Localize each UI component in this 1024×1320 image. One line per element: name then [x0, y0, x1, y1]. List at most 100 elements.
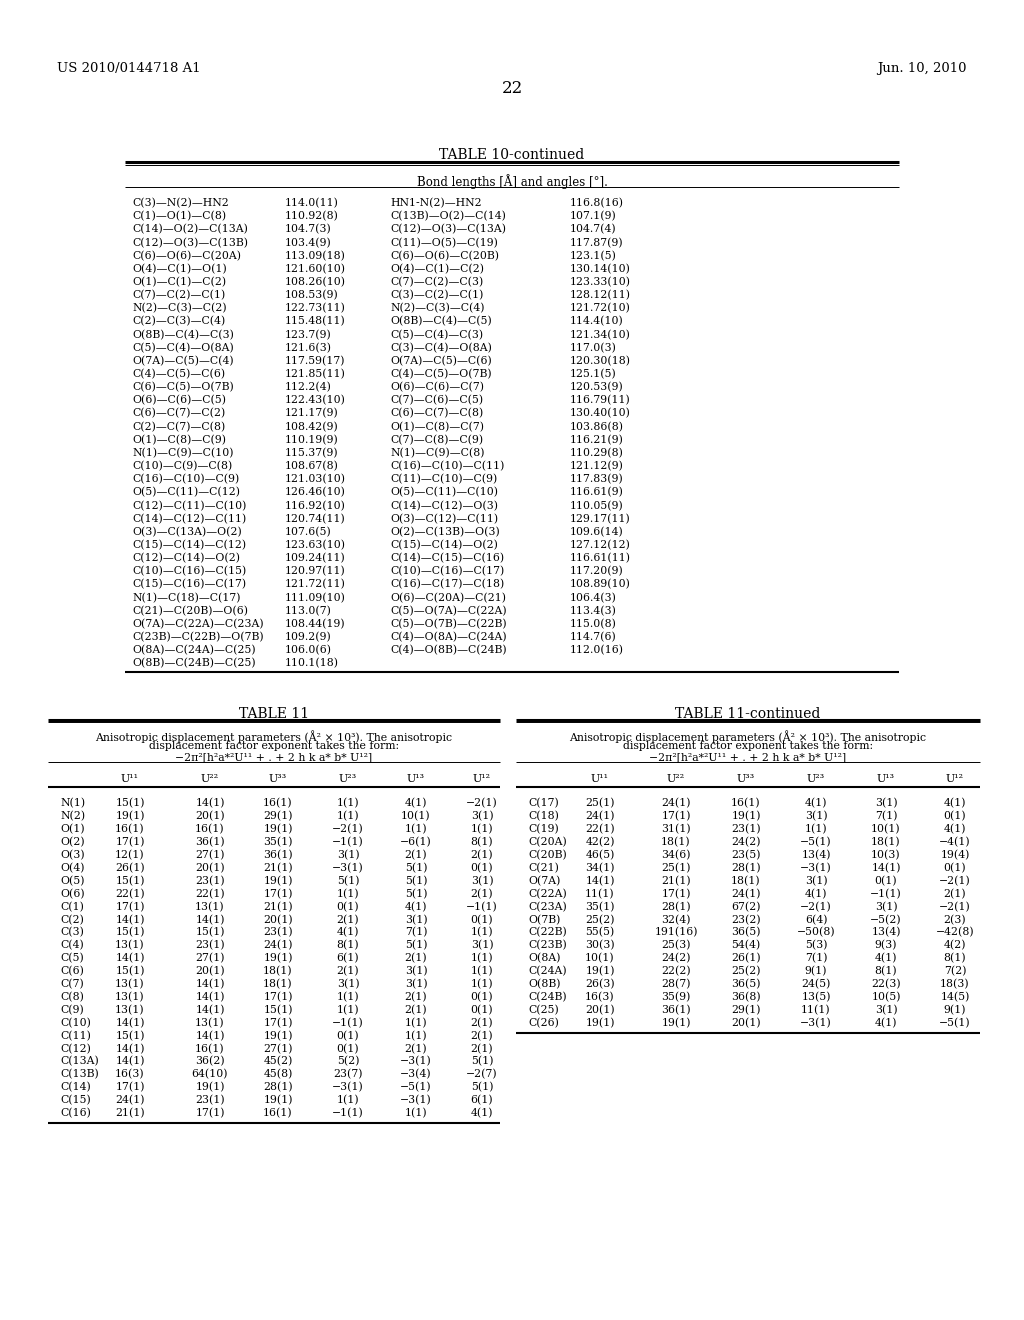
Text: displacement factor exponent takes the form:: displacement factor exponent takes the f…	[148, 742, 399, 751]
Text: O(7A)—C(5)—C(4): O(7A)—C(5)—C(4)	[132, 356, 233, 366]
Text: U³³: U³³	[737, 775, 755, 784]
Text: C(15)—C(14)—C(12): C(15)—C(14)—C(12)	[132, 540, 246, 550]
Text: 34(1): 34(1)	[586, 863, 614, 874]
Text: C(15)—C(14)—O(2): C(15)—C(14)—O(2)	[390, 540, 498, 550]
Text: 108.26(10): 108.26(10)	[285, 277, 346, 288]
Text: O(5)—C(11)—C(10): O(5)—C(11)—C(10)	[390, 487, 498, 498]
Text: C(1)—O(1)—C(8): C(1)—O(1)—C(8)	[132, 211, 226, 222]
Text: 4(1): 4(1)	[404, 902, 427, 912]
Text: 24(5): 24(5)	[802, 979, 830, 989]
Text: 6(1): 6(1)	[471, 1096, 494, 1105]
Text: 3(1): 3(1)	[805, 875, 827, 886]
Text: O(6)—C(6)—C(7): O(6)—C(6)—C(7)	[390, 381, 484, 392]
Text: 5(1): 5(1)	[404, 875, 427, 886]
Text: Jun. 10, 2010: Jun. 10, 2010	[878, 62, 967, 75]
Text: 24(1): 24(1)	[731, 888, 761, 899]
Text: 2(1): 2(1)	[471, 1044, 494, 1053]
Text: 17(1): 17(1)	[263, 991, 293, 1002]
Text: 4(1): 4(1)	[805, 799, 827, 809]
Text: US 2010/0144718 A1: US 2010/0144718 A1	[57, 62, 201, 75]
Text: 2(1): 2(1)	[944, 888, 967, 899]
Text: 115.48(11): 115.48(11)	[285, 317, 346, 326]
Text: 104.7(3): 104.7(3)	[285, 224, 332, 235]
Text: C(20B): C(20B)	[528, 850, 566, 861]
Text: 13(1): 13(1)	[115, 940, 144, 950]
Text: 17(1): 17(1)	[196, 1107, 224, 1118]
Text: C(5)—C(4)—C(3): C(5)—C(4)—C(3)	[390, 330, 483, 339]
Text: C(2): C(2)	[60, 915, 84, 925]
Text: 8(1): 8(1)	[471, 837, 494, 847]
Text: 3(1): 3(1)	[404, 915, 427, 925]
Text: 107.1(9): 107.1(9)	[570, 211, 616, 222]
Text: C(26): C(26)	[528, 1018, 559, 1028]
Text: C(11): C(11)	[60, 1031, 91, 1041]
Text: C(21)—C(20B)—O(6): C(21)—C(20B)—O(6)	[132, 606, 248, 616]
Text: 10(3): 10(3)	[871, 850, 901, 861]
Text: 1(1): 1(1)	[471, 953, 494, 964]
Text: −2π²[h²a*²U¹¹ + . + 2 h k a* b* U¹²]: −2π²[h²a*²U¹¹ + . + 2 h k a* b* U¹²]	[649, 752, 847, 763]
Text: −1(1): −1(1)	[466, 902, 498, 912]
Text: C(1): C(1)	[60, 902, 84, 912]
Text: C(23A): C(23A)	[528, 902, 566, 912]
Text: HN1-N(2)—HN2: HN1-N(2)—HN2	[390, 198, 481, 209]
Text: 4(1): 4(1)	[337, 928, 359, 937]
Text: 19(1): 19(1)	[116, 812, 144, 821]
Text: 103.86(8): 103.86(8)	[570, 421, 624, 432]
Text: 19(1): 19(1)	[196, 1082, 224, 1093]
Text: 17(1): 17(1)	[263, 888, 293, 899]
Text: O(1): O(1)	[60, 824, 85, 834]
Text: 24(1): 24(1)	[586, 812, 614, 821]
Text: 35(1): 35(1)	[586, 902, 614, 912]
Text: 2(1): 2(1)	[404, 1044, 427, 1053]
Text: O(8B): O(8B)	[528, 979, 560, 989]
Text: 14(1): 14(1)	[196, 915, 224, 925]
Text: 13(1): 13(1)	[196, 1018, 225, 1028]
Text: C(3): C(3)	[60, 928, 84, 937]
Text: 112.0(16): 112.0(16)	[570, 645, 624, 656]
Text: 17(1): 17(1)	[116, 1082, 144, 1093]
Text: 117.0(3): 117.0(3)	[570, 343, 616, 352]
Text: O(4)—C(1)—C(2): O(4)—C(1)—C(2)	[390, 264, 484, 275]
Text: 25(2): 25(2)	[586, 915, 614, 925]
Text: 1(1): 1(1)	[337, 888, 359, 899]
Text: 109.24(11): 109.24(11)	[285, 553, 346, 564]
Text: 2(1): 2(1)	[337, 915, 359, 925]
Text: 107.6(5): 107.6(5)	[285, 527, 332, 537]
Text: 104.7(4): 104.7(4)	[570, 224, 616, 235]
Text: C(10)—C(9)—C(8): C(10)—C(9)—C(8)	[132, 461, 232, 471]
Text: 10(1): 10(1)	[401, 812, 431, 821]
Text: C(17): C(17)	[528, 799, 559, 809]
Text: 15(1): 15(1)	[116, 928, 144, 937]
Text: 2(1): 2(1)	[471, 850, 494, 861]
Text: 5(1): 5(1)	[404, 940, 427, 950]
Text: 23(1): 23(1)	[196, 1096, 225, 1105]
Text: 120.53(9): 120.53(9)	[570, 381, 624, 392]
Text: C(7)—C(2)—C(1): C(7)—C(2)—C(1)	[132, 290, 225, 301]
Text: displacement factor exponent takes the form:: displacement factor exponent takes the f…	[623, 742, 873, 751]
Text: 14(1): 14(1)	[871, 863, 901, 874]
Text: 0(1): 0(1)	[874, 875, 897, 886]
Text: 21(1): 21(1)	[263, 902, 293, 912]
Text: 128.12(11): 128.12(11)	[570, 290, 631, 301]
Text: 7(2): 7(2)	[944, 966, 967, 977]
Text: 15(1): 15(1)	[116, 799, 144, 809]
Text: O(8B)—C(24B)—C(25): O(8B)—C(24B)—C(25)	[132, 659, 256, 668]
Text: −5(1): −5(1)	[400, 1082, 432, 1093]
Text: 14(5): 14(5)	[940, 991, 970, 1002]
Text: C(4)—O(8A)—C(24A): C(4)—O(8A)—C(24A)	[390, 632, 507, 643]
Text: C(5): C(5)	[60, 953, 84, 964]
Text: −2(1): −2(1)	[939, 875, 971, 886]
Text: 117.59(17): 117.59(17)	[285, 356, 345, 366]
Text: C(12)—O(3)—C(13B): C(12)—O(3)—C(13B)	[132, 238, 248, 248]
Text: 16(1): 16(1)	[263, 1107, 293, 1118]
Text: 11(1): 11(1)	[585, 888, 614, 899]
Text: 36(8): 36(8)	[731, 991, 761, 1002]
Text: C(14): C(14)	[60, 1082, 91, 1093]
Text: 116.21(9): 116.21(9)	[570, 434, 624, 445]
Text: 14(1): 14(1)	[196, 979, 224, 989]
Text: 20(1): 20(1)	[196, 863, 225, 874]
Text: −1(1): −1(1)	[332, 1107, 364, 1118]
Text: 121.72(10): 121.72(10)	[570, 304, 631, 314]
Text: U²³: U²³	[339, 775, 357, 784]
Text: 9(1): 9(1)	[944, 1005, 967, 1015]
